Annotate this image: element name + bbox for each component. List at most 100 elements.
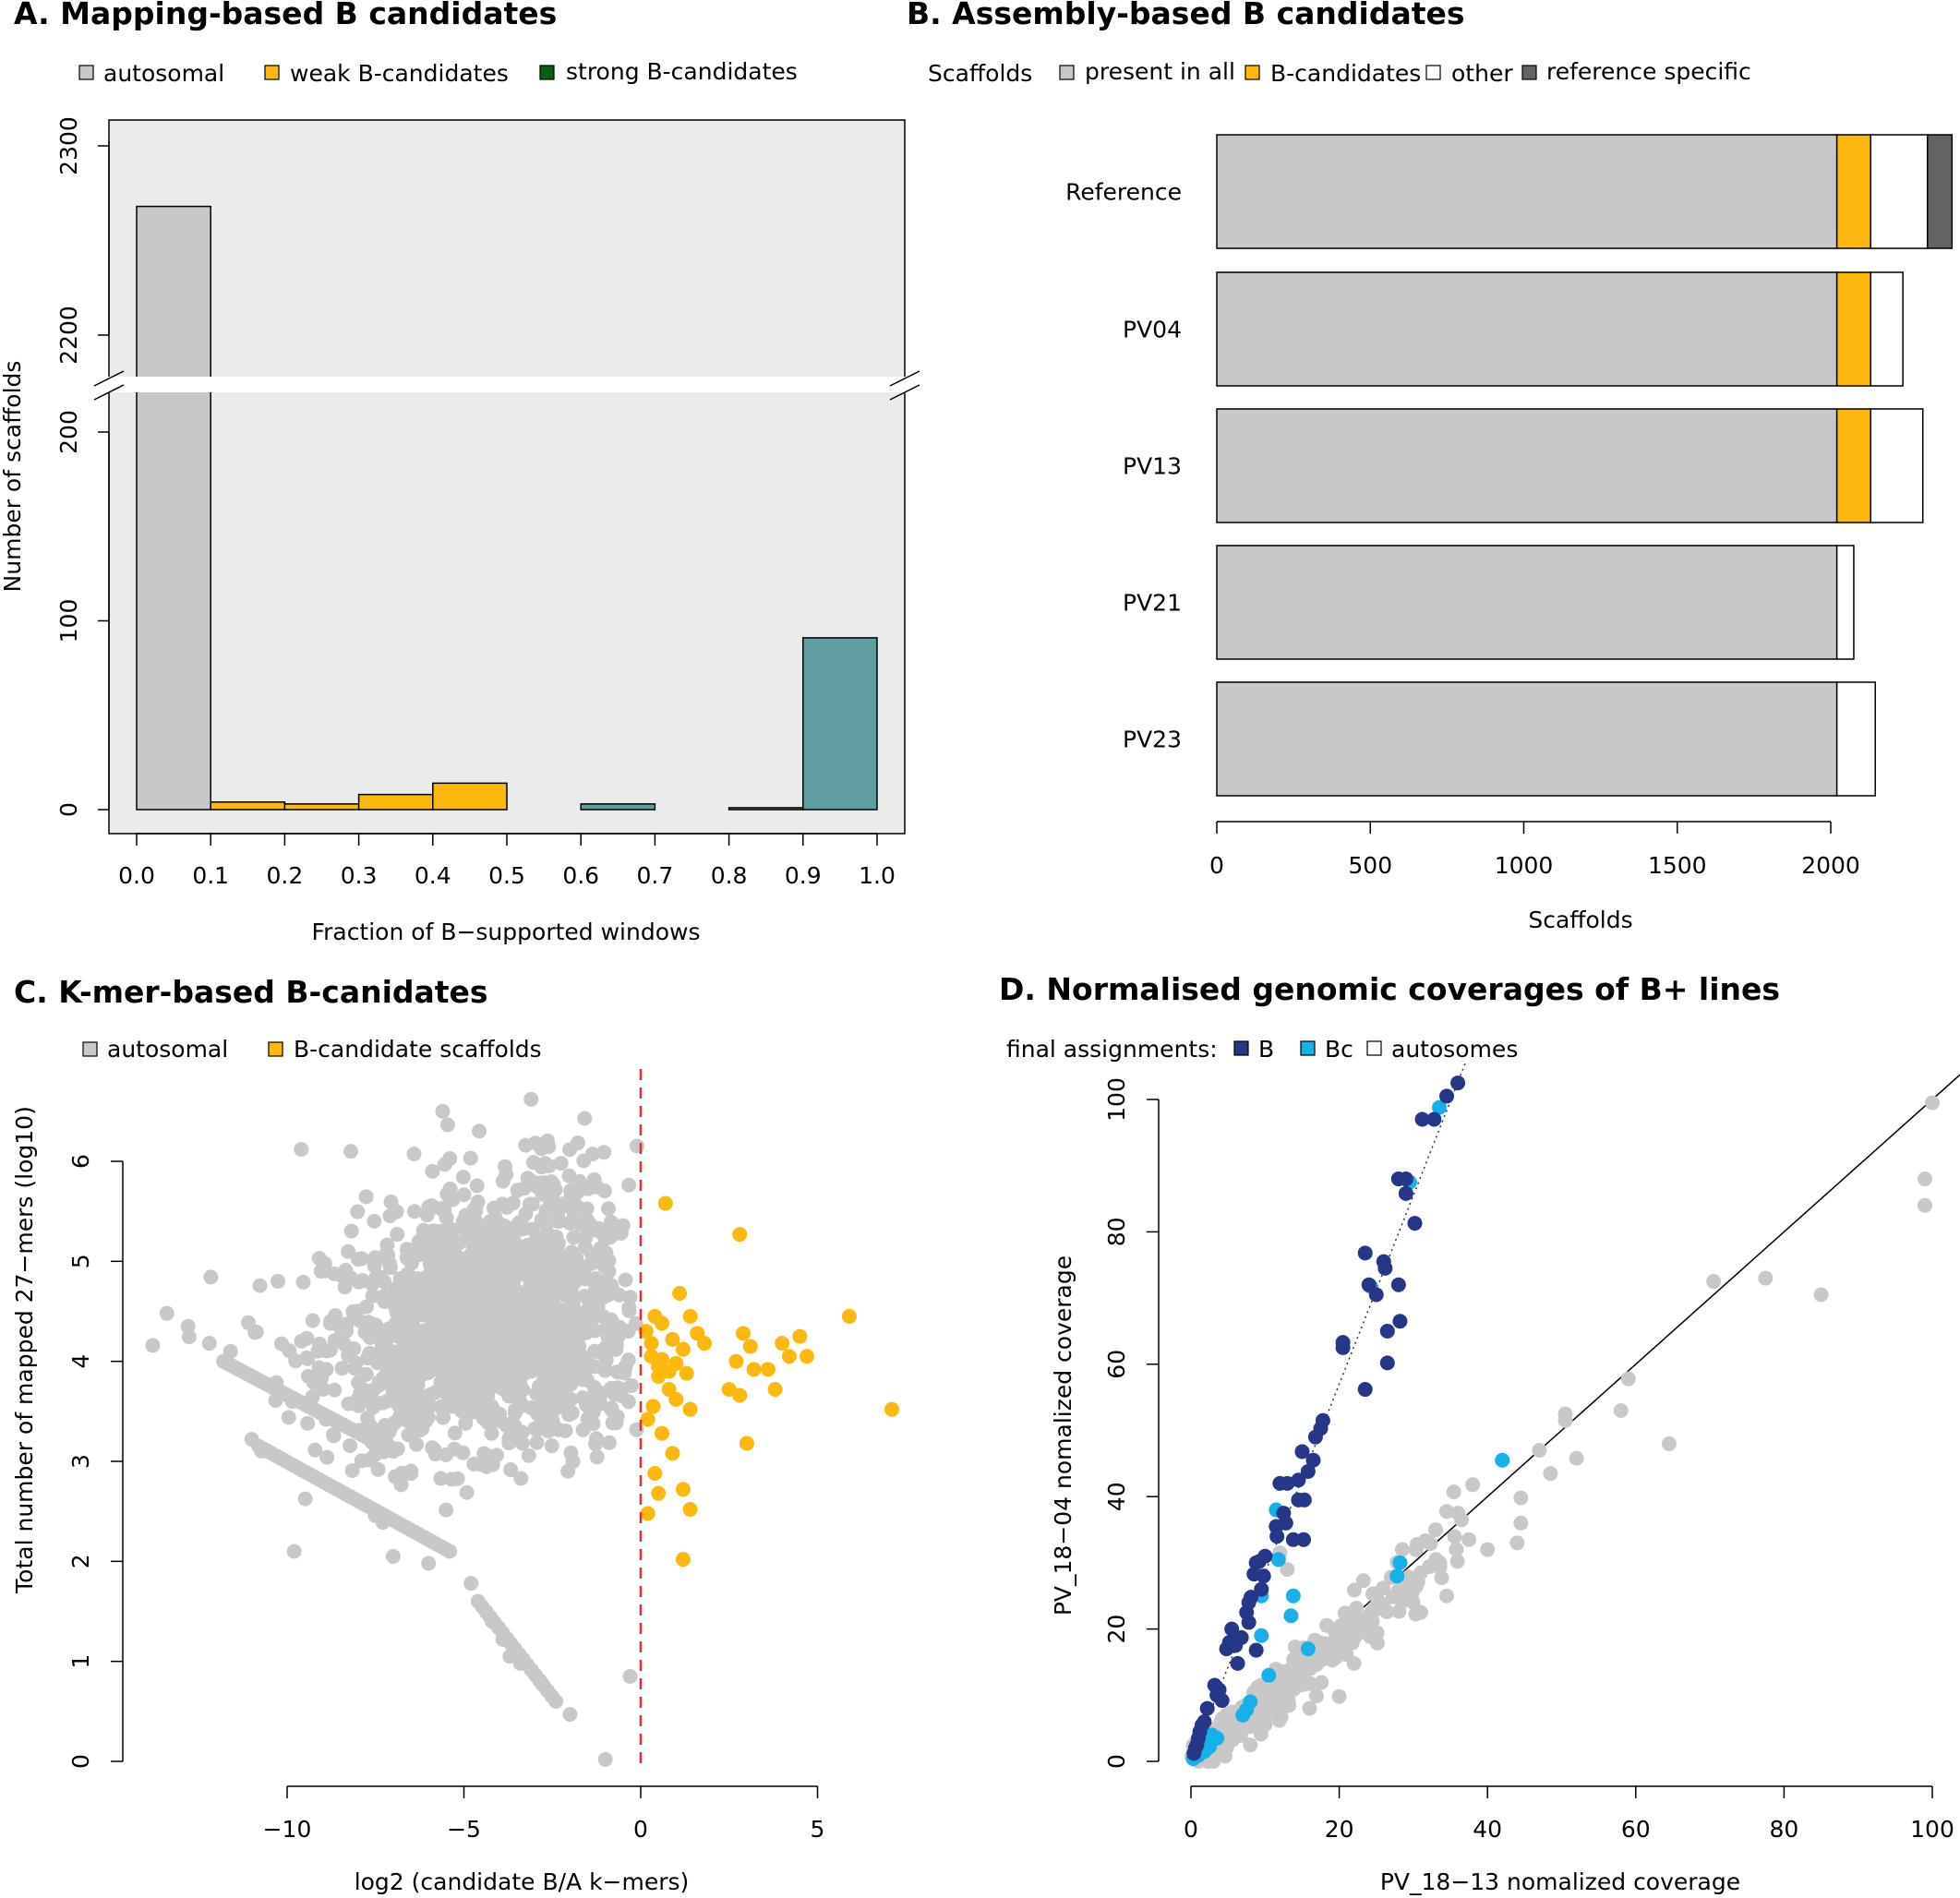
- point-autosomal: [455, 1170, 471, 1185]
- point-autosomal: [281, 1410, 296, 1425]
- point-autosome: [1314, 1652, 1329, 1668]
- point-autosomal: [479, 1448, 495, 1463]
- x-tick-label: 60: [1621, 1816, 1651, 1843]
- point-autosomal: [391, 1412, 406, 1428]
- point-autosomal: [415, 1406, 430, 1422]
- point-autosomal: [456, 1261, 472, 1277]
- point-b-candidate: [654, 1315, 669, 1331]
- point-autosome: [1379, 1604, 1395, 1620]
- y-tick-label: 200: [55, 410, 82, 454]
- point-autosomal: [580, 1212, 595, 1228]
- point-autosomal: [399, 1249, 415, 1265]
- point-autosome: [1391, 1604, 1407, 1619]
- point-autosome: [1413, 1604, 1428, 1620]
- point-autosome: [1346, 1582, 1362, 1598]
- point-autosomal: [580, 1411, 595, 1427]
- point-autosomal: [328, 1308, 343, 1324]
- point-bc: [1389, 1568, 1405, 1584]
- point-autosomal: [406, 1204, 422, 1219]
- x-tick-label: −10: [263, 1816, 312, 1843]
- point-autosomal: [500, 1417, 516, 1433]
- y-tick-label: 2: [67, 1554, 94, 1568]
- point-b: [1377, 1260, 1393, 1276]
- point-autosomal: [404, 1313, 420, 1328]
- point-autosomal: [529, 1422, 545, 1437]
- legend-swatch-autosomal: [78, 65, 94, 80]
- point-autosomal: [523, 1268, 538, 1284]
- point-b: [1392, 1314, 1408, 1329]
- point-autosomal: [409, 1270, 425, 1286]
- point-bc: [1283, 1608, 1299, 1624]
- point-autosome: [1613, 1402, 1629, 1418]
- point-autosome: [1447, 1529, 1462, 1544]
- point-autosomal: [403, 1463, 419, 1479]
- point-autosomal: [447, 1441, 463, 1457]
- point-autosome: [1925, 1095, 1940, 1111]
- point-autosomal: [307, 1442, 323, 1458]
- panel-c-x-label: log2 (candidate B/A k−mers): [355, 1868, 690, 1895]
- point-b: [1307, 1429, 1323, 1445]
- point-b-candidate: [638, 1324, 654, 1339]
- point-b-candidate: [645, 1399, 661, 1414]
- panel-c-points: [145, 1091, 899, 1767]
- point-b-candidate: [792, 1328, 808, 1344]
- point-autosome: [1258, 1697, 1274, 1712]
- hist-bar-9: [802, 637, 878, 811]
- point-b: [1390, 1171, 1406, 1187]
- point-autosomal: [431, 1315, 447, 1331]
- point-autosome: [1294, 1677, 1310, 1693]
- point-autosomal: [437, 1157, 452, 1172]
- point-autosomal: [406, 1146, 422, 1161]
- point-autosome: [1308, 1688, 1324, 1704]
- point-autosome: [1404, 1584, 1420, 1600]
- point-autosome: [1346, 1655, 1362, 1671]
- legend-label-weak: weak B-candidates: [290, 60, 509, 87]
- point-autosomal: [159, 1305, 174, 1321]
- point-autosomal: [511, 1266, 526, 1281]
- point-autosomal: [421, 1556, 437, 1571]
- point-autosome: [1413, 1565, 1428, 1580]
- point-autosome: [1250, 1679, 1266, 1695]
- point-b: [1296, 1532, 1312, 1547]
- point-autosomal: [311, 1251, 327, 1267]
- stacked-bar-pv21-0: [1216, 545, 1838, 660]
- point-autosomal: [498, 1237, 513, 1253]
- point-autosomal: [423, 1387, 439, 1402]
- point-autosomal: [385, 1328, 401, 1344]
- panel-c-y-axis: 0 1 2 3 4 5 6: [67, 1154, 124, 1769]
- point-autosome: [1394, 1542, 1410, 1557]
- point-autosomal: [470, 1195, 486, 1210]
- point-b-candidate: [672, 1286, 688, 1301]
- point-autosomal: [305, 1313, 320, 1328]
- point-autosomal: [396, 1346, 412, 1362]
- panel-a-plot-area: [108, 119, 906, 835]
- legend-label-b-candidates: B-candidates: [1270, 60, 1421, 87]
- panel-d-x-axis: 0 20 40 60 80 100: [1184, 1785, 1954, 1843]
- y-tick-label: 80: [1103, 1217, 1130, 1246]
- point-autosomal: [501, 1431, 517, 1447]
- x-tick-label: 0.0: [118, 862, 155, 889]
- y-tick-label: 4: [67, 1354, 94, 1369]
- point-b: [1230, 1655, 1245, 1671]
- point-b-candidate: [732, 1227, 748, 1243]
- stacked-bar-pv21-2: [1835, 545, 1855, 660]
- point-autosomal: [589, 1449, 605, 1465]
- point-autosomal: [455, 1220, 471, 1236]
- stacked-bar-reference-0: [1216, 134, 1838, 249]
- point-b-candidate: [640, 1411, 655, 1427]
- point-autosomal: [452, 1366, 468, 1382]
- row-label-pv04: PV04: [1123, 317, 1182, 343]
- stacked-bar-pv23-2: [1835, 681, 1876, 797]
- point-autosomal: [514, 1436, 530, 1451]
- point-autosomal: [409, 1436, 425, 1452]
- axis-break-mark-left-lower: [93, 384, 125, 401]
- point-autosome: [1461, 1532, 1477, 1547]
- legend-label-autosomal-c: autosomal: [107, 1036, 228, 1063]
- point-autosomal: [595, 1245, 611, 1261]
- point-autosomal: [529, 1435, 545, 1450]
- point-autosomal: [294, 1142, 309, 1157]
- point-autosome: [1355, 1573, 1371, 1589]
- point-bc: [1495, 1452, 1510, 1468]
- x-tick-label: 100: [1910, 1816, 1954, 1843]
- point-autosomal: [523, 1363, 539, 1379]
